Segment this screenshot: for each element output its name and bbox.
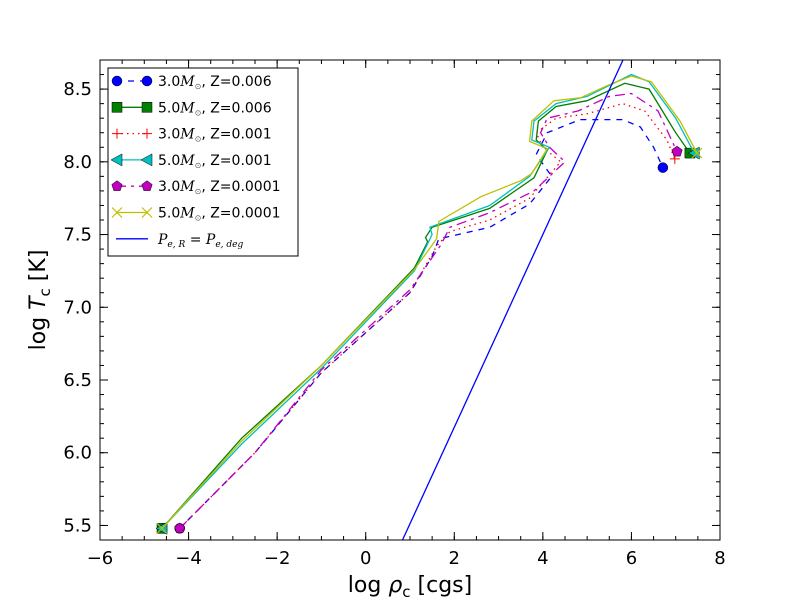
y-axis-label: log Tc [K] <box>26 250 54 351</box>
series-4 <box>174 92 683 534</box>
plot-area <box>155 60 703 540</box>
y-tick-label: 7.0 <box>63 297 92 318</box>
legend-label-1: 5.0M⊙, Z=0.006 <box>158 100 272 117</box>
legend-mass-symbol: M <box>179 100 195 116</box>
legend-mass: 3.0 <box>158 127 180 143</box>
legend-label-4: 3.0M⊙, Z=0.0001 <box>158 179 281 196</box>
legend-mass-symbol: M <box>179 179 195 195</box>
legend-sun-symbol: ⊙ <box>195 161 202 170</box>
series-line-1 <box>161 82 691 529</box>
x-tick-label: −6 <box>87 548 114 569</box>
legend-marker-3 <box>140 153 153 167</box>
legend-entry-5: 5.0M⊙, Z=0.0001 <box>111 206 281 223</box>
legend-entry-1: 5.0M⊙, Z=0.006 <box>111 100 272 117</box>
legend-metallicity: , Z=0.001 <box>201 153 271 169</box>
legend-marker-1 <box>111 102 123 113</box>
series-line-5 <box>161 75 698 529</box>
legend-mass: 5.0 <box>158 153 180 169</box>
legend-entry-0: 3.0M⊙, Z=0.006 <box>111 74 272 91</box>
legend-mass: 3.0 <box>158 74 180 90</box>
legend-math-eq: = <box>185 232 206 248</box>
legend-marker-0 <box>111 75 123 87</box>
legend-mass-symbol: M <box>179 127 195 143</box>
x-tick-label: 0 <box>360 548 371 569</box>
legend-marker-5 <box>141 207 153 218</box>
x-tick-label: 4 <box>537 548 548 569</box>
legend-metallicity: , Z=0.006 <box>201 74 271 90</box>
y-tick-label: 7.5 <box>63 225 92 246</box>
series-line-2 <box>179 102 676 529</box>
legend-math: P <box>205 232 216 248</box>
y-tick-label: 6.0 <box>63 443 92 464</box>
legend-mass-symbol: M <box>179 74 195 90</box>
legend-marker-1 <box>141 102 153 113</box>
x-tick-label: 6 <box>626 548 637 569</box>
legend-sun-symbol: ⊙ <box>195 135 202 144</box>
legend-marker-0 <box>141 75 153 87</box>
x-tick-label: −2 <box>264 548 291 569</box>
legend-sun-symbol: ⊙ <box>195 214 202 223</box>
legend-marker-2 <box>142 128 152 139</box>
legend-math: P <box>157 232 168 248</box>
legend-metallicity: , Z=0.0001 <box>201 206 280 222</box>
y-tick-label: 5.5 <box>63 515 92 536</box>
series-line-6 <box>401 60 624 540</box>
x-tick-label: 8 <box>714 548 725 569</box>
legend-metallicity: , Z=0.0001 <box>201 179 280 195</box>
legend-marker-3 <box>110 153 123 167</box>
legend-mass: 5.0 <box>158 100 180 116</box>
legend-math-sub: e, R <box>167 240 185 250</box>
legend-marker-5 <box>111 207 123 218</box>
legend-marker-4 <box>141 180 153 191</box>
series-marker-end-4 <box>671 145 683 157</box>
axes: −6 −4 −2 0 2 4 6 8 5.5 6.0 6.5 7.0 7.5 8.0 8.5 <box>63 59 726 569</box>
legend-mass-symbol: M <box>179 153 195 169</box>
y-tick-label: 6.5 <box>63 370 92 391</box>
legend-metallicity: , Z=0.006 <box>201 100 271 116</box>
legend-entry-4: 3.0M⊙, Z=0.0001 <box>111 179 281 196</box>
series-marker-end-0 <box>657 162 669 173</box>
legend-entry-2: 3.0M⊙, Z=0.001 <box>112 127 272 144</box>
legend-entry-3: 5.0M⊙, Z=0.001 <box>110 153 272 170</box>
series-marker-end-5 <box>691 147 703 159</box>
legend-math-sub: e, deg <box>215 240 243 250</box>
series-marker-start-4 <box>174 522 186 534</box>
y-tick-label: 8.0 <box>63 152 92 173</box>
legend-metallicity: , Z=0.001 <box>201 127 271 143</box>
y-tick-label: 8.5 <box>63 79 92 100</box>
legend-label-5: 5.0M⊙, Z=0.0001 <box>158 206 281 223</box>
legend-label-3: 5.0M⊙, Z=0.001 <box>158 153 272 170</box>
legend-marker-4 <box>111 180 123 191</box>
legend-sun-symbol: ⊙ <box>195 187 202 196</box>
legend-mass: 5.0 <box>158 206 180 222</box>
legend-sun-symbol: ⊙ <box>195 82 202 91</box>
series-line-4 <box>179 92 678 529</box>
legend-label-2: 3.0M⊙, Z=0.001 <box>158 127 272 144</box>
legend-label-0: 3.0M⊙, Z=0.006 <box>158 74 272 91</box>
legend-mass: 3.0 <box>158 179 180 195</box>
legend-mass-symbol: M <box>179 206 195 222</box>
legend-sun-symbol: ⊙ <box>195 108 202 117</box>
series-line-0 <box>179 118 664 529</box>
legend-frame <box>107 67 299 257</box>
legend-entry-6: Pe, R = Pe, deg <box>116 232 243 250</box>
x-tick-label: 2 <box>449 548 460 569</box>
x-tick-label: −4 <box>175 548 202 569</box>
series-6 <box>401 60 624 540</box>
series-marker-start-5 <box>156 522 168 534</box>
x-axis-label: log ρc [cgs] <box>348 573 472 600</box>
series-line-3 <box>161 73 695 529</box>
legend-marker-2 <box>112 128 122 139</box>
series-5 <box>156 75 703 534</box>
legend-label-6: Pe, R = Pe, deg <box>157 232 243 250</box>
